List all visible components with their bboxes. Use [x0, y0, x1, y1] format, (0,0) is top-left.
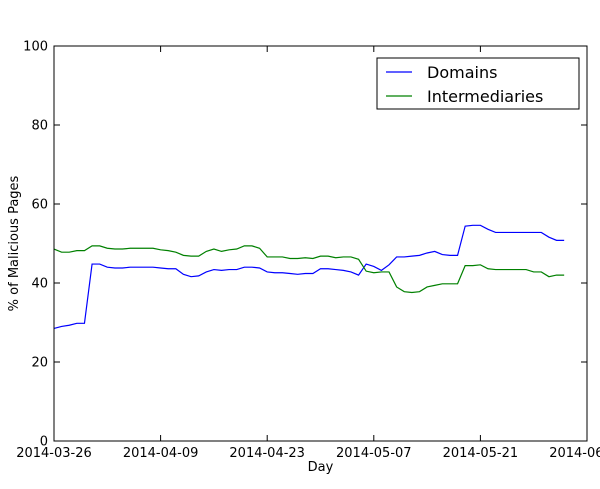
- x-tick-label: 2014-04-09: [123, 446, 199, 461]
- legend-box: [376, 57, 580, 110]
- legend: Domains Intermediaries: [376, 57, 580, 110]
- y-tick-label: 0: [40, 435, 48, 450]
- series-line-intermediaries: [53, 245, 565, 294]
- x-axis-label: Day: [308, 460, 334, 475]
- x-tick-label: 2014-04-23: [229, 446, 305, 461]
- x-tick-label: 2014-03-26: [16, 446, 92, 461]
- tick-layer: 2014-03-26 2014-04-09 2014-04-23 2014-05-07…: [16, 40, 600, 462]
- legend-label-intermediaries: Intermediaries: [427, 87, 543, 106]
- x-tick-label: 2014-05-21: [443, 446, 519, 461]
- y-tick-label: 20: [31, 356, 48, 371]
- y-tick-label: 40: [31, 277, 48, 292]
- y-tick-label: 80: [31, 119, 48, 134]
- x-tick-label: 2014-05-07: [336, 446, 412, 461]
- x-tick-label: 2014-06-04: [549, 446, 600, 461]
- plot-frame: [53, 45, 588, 442]
- legend-label-domains: Domains: [427, 63, 497, 82]
- y-tick-label: 60: [31, 198, 48, 213]
- y-axis-label: % of Malicious Pages: [7, 175, 22, 311]
- series-layer: [53, 224, 565, 330]
- series-line-domains: [53, 224, 565, 330]
- y-tick-label: 100: [23, 40, 48, 55]
